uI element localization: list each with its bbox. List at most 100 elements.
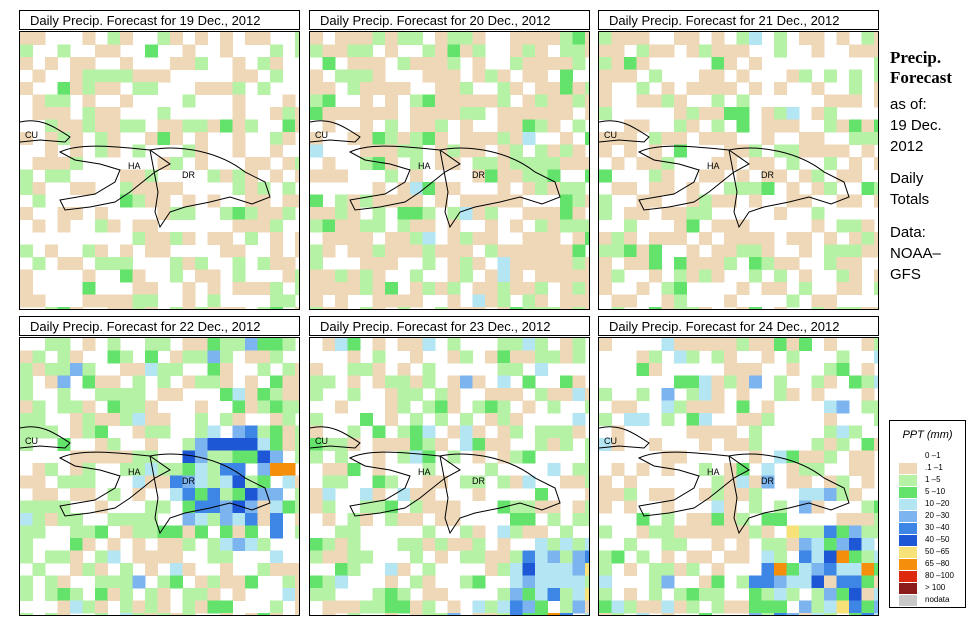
precip-cell	[410, 388, 423, 401]
precip-cell	[849, 119, 862, 133]
precip-cell	[397, 338, 411, 351]
precip-cell	[547, 244, 561, 258]
precip-cell	[270, 413, 283, 426]
precip-cell	[836, 119, 850, 133]
precip-cell	[270, 400, 283, 414]
precip-cell	[207, 269, 221, 283]
precip-cell	[711, 588, 725, 601]
precip-cell	[572, 207, 586, 220]
precip-cell	[95, 413, 108, 426]
precip-cell	[220, 82, 233, 95]
precip-cell	[472, 538, 486, 551]
precip-cell	[649, 575, 662, 589]
precip-cell	[410, 575, 423, 589]
precip-cell	[207, 307, 221, 309]
precip-cell	[207, 294, 221, 308]
precip-cell	[861, 44, 875, 58]
precip-cell	[460, 107, 473, 120]
precip-cell	[170, 463, 183, 476]
precip-cell	[661, 550, 675, 564]
precip-cell	[510, 500, 523, 514]
precip-cell	[257, 307, 271, 309]
country-label-haiti: HA	[128, 467, 141, 477]
precip-cell	[372, 375, 386, 389]
precip-cell	[82, 538, 96, 551]
precip-cell	[232, 219, 246, 233]
precip-cell	[522, 257, 536, 270]
precip-cell	[447, 82, 461, 95]
precip-cell	[636, 513, 650, 526]
precip-cell	[310, 363, 323, 376]
precip-cell	[385, 413, 398, 426]
precip-cell	[132, 282, 146, 295]
precip-cell	[485, 232, 498, 245]
precip-cell	[45, 363, 58, 376]
precip-cell	[749, 613, 762, 615]
precip-cell	[295, 513, 299, 526]
precip-cell	[145, 525, 158, 539]
precip-cell	[45, 307, 58, 309]
precip-cell	[385, 119, 398, 133]
precip-cell	[322, 575, 336, 589]
precip-cell	[624, 294, 637, 308]
precip-cell	[270, 144, 283, 158]
precip-cell	[360, 244, 373, 258]
precip-cell	[322, 463, 336, 476]
precip-cell	[585, 388, 589, 401]
precip-cell	[410, 157, 423, 170]
precip-cell	[422, 488, 436, 501]
precip-cell	[347, 613, 361, 615]
precip-cell	[861, 232, 875, 245]
precip-cell	[686, 82, 700, 95]
precip-cell	[836, 538, 850, 551]
precip-cell	[522, 57, 536, 70]
precip-cell	[786, 575, 800, 589]
precip-cell	[95, 600, 108, 614]
precip-cell	[132, 600, 146, 614]
precip-cell	[322, 169, 336, 183]
precip-cell	[560, 563, 573, 576]
precip-cell	[132, 182, 146, 195]
precip-cell	[435, 613, 448, 615]
legend-swatch	[899, 523, 917, 534]
precip-cell	[599, 32, 612, 45]
precip-cell	[82, 107, 96, 120]
precip-cell	[270, 282, 283, 295]
precip-cell	[799, 488, 812, 501]
precip-cell	[232, 538, 246, 551]
precip-cell	[560, 44, 573, 58]
precip-cell	[636, 94, 650, 108]
precip-cell	[674, 257, 687, 270]
precip-cell	[70, 182, 83, 195]
precip-cell	[510, 219, 523, 233]
precip-cell	[95, 107, 108, 120]
precip-cell	[811, 538, 825, 551]
precip-cell	[761, 257, 775, 270]
precip-map: CU HA DR	[309, 31, 590, 310]
precip-cell	[57, 513, 71, 526]
precip-cell	[774, 169, 787, 183]
precip-cell	[220, 244, 233, 258]
precip-cell	[761, 400, 775, 414]
precip-cell	[57, 338, 71, 351]
precip-cell	[699, 400, 712, 414]
precip-cell	[410, 438, 423, 451]
precip-cell	[572, 182, 586, 195]
precip-cell	[145, 600, 158, 614]
coastline	[439, 453, 561, 535]
precip-cell	[661, 207, 675, 220]
precip-cell	[560, 282, 573, 295]
precip-cell	[257, 57, 271, 70]
precip-cell	[624, 182, 637, 195]
precip-cell	[572, 413, 586, 426]
precip-cell	[497, 257, 511, 270]
precip-cell	[472, 475, 486, 489]
precip-cell	[310, 575, 323, 589]
precip-cell	[335, 400, 348, 414]
precip-cell	[861, 600, 875, 614]
precip-cell	[836, 575, 850, 589]
precip-cell	[472, 488, 486, 501]
precip-cell	[422, 525, 436, 539]
precip-cell	[799, 194, 812, 208]
precip-cell	[836, 588, 850, 601]
